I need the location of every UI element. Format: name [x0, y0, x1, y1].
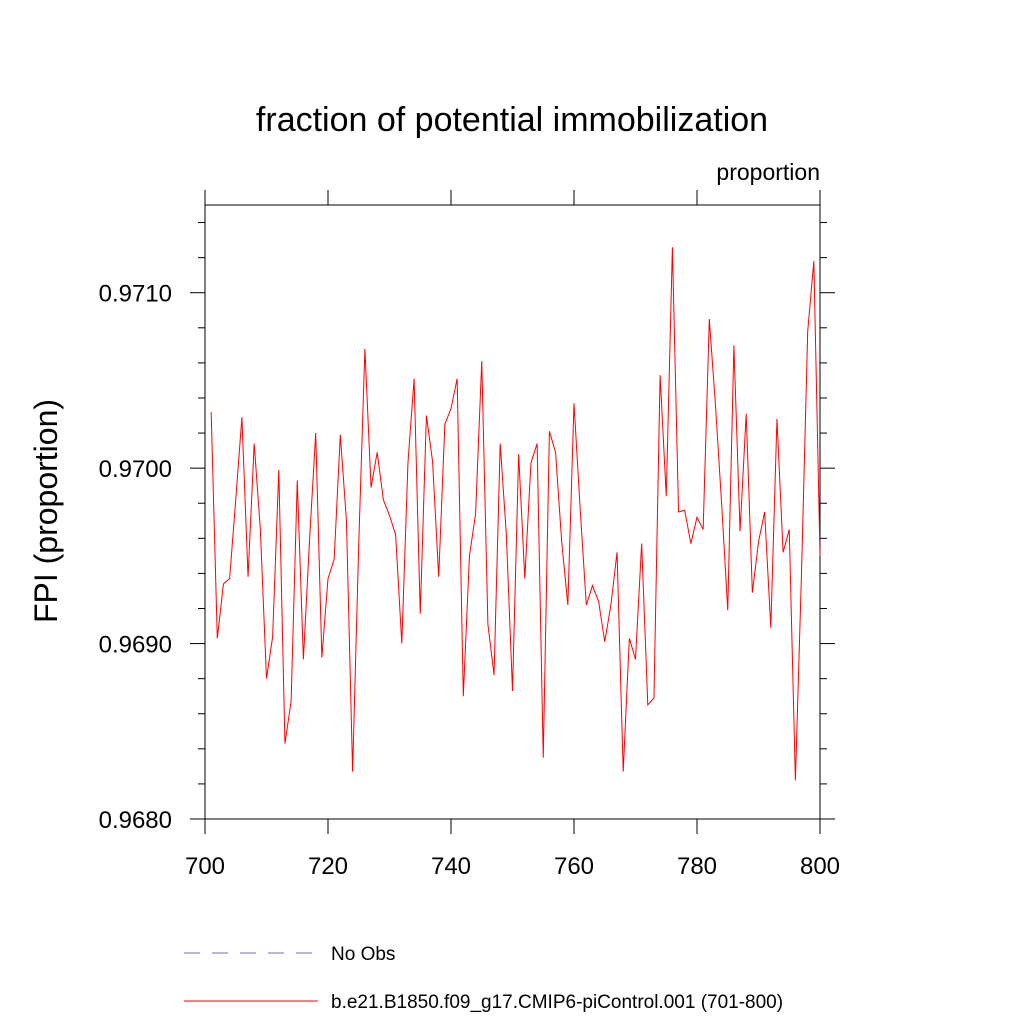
x-tick-label: 720	[308, 853, 348, 880]
y-axis-ticks: 0.9680 0.9690 0.9700 0.9710	[99, 222, 835, 834]
x-tick-label: 780	[677, 853, 717, 880]
x-tick-label: 760	[554, 853, 594, 880]
series-line-0	[210, 247, 821, 781]
series-group	[210, 247, 821, 781]
legend-label-no-obs: No Obs	[331, 944, 395, 965]
legend: No Obs b.e21.B1850.f09_g17.CMIP6-piContr…	[184, 944, 783, 1013]
y-axis-label: FPI (proportion)	[28, 399, 64, 623]
y-tick-label: 0.9680	[99, 807, 172, 834]
chart-title: fraction of potential immobilization	[256, 101, 768, 139]
y-tick-label: 0.9710	[99, 281, 172, 308]
x-tick-label: 700	[185, 853, 225, 880]
plot-frame	[204, 204, 821, 820]
x-tick-label: 800	[800, 853, 840, 880]
x-axis-ticks: 700 720 740 760 780 800	[185, 190, 840, 880]
y-tick-label: 0.9700	[99, 456, 172, 483]
x-tick-label: 740	[431, 853, 471, 880]
units-label: proportion	[716, 159, 820, 185]
legend-label-model-run: b.e21.B1850.f09_g17.CMIP6-piControl.001 …	[331, 992, 783, 1013]
y-tick-label: 0.9690	[99, 632, 172, 659]
